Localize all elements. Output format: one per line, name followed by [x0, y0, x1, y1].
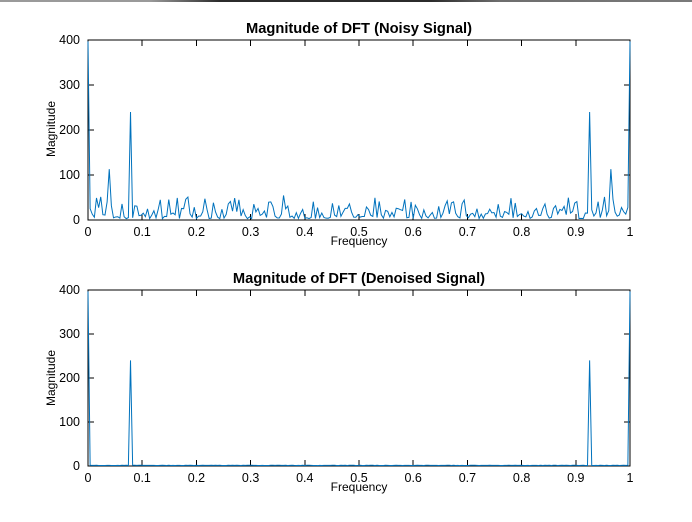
svg-text:0.3: 0.3 — [242, 471, 259, 485]
svg-text:1: 1 — [627, 225, 634, 239]
svg-text:1: 1 — [627, 471, 634, 485]
svg-text:0.9: 0.9 — [567, 225, 584, 239]
svg-text:0.6: 0.6 — [405, 471, 422, 485]
svg-text:0.8: 0.8 — [513, 225, 530, 239]
svg-text:0.8: 0.8 — [513, 471, 530, 485]
svg-text:400: 400 — [59, 33, 80, 47]
svg-text:0: 0 — [85, 471, 92, 485]
svg-text:400: 400 — [59, 283, 80, 297]
svg-text:0.5: 0.5 — [350, 225, 367, 239]
svg-text:0.4: 0.4 — [296, 225, 313, 239]
svg-text:0: 0 — [85, 225, 92, 239]
svg-text:0.1: 0.1 — [134, 225, 151, 239]
svg-text:100: 100 — [59, 415, 80, 429]
svg-text:0.3: 0.3 — [242, 225, 259, 239]
svg-text:0.6: 0.6 — [405, 225, 422, 239]
svg-text:0: 0 — [73, 213, 80, 227]
svg-text:200: 200 — [59, 123, 80, 137]
svg-text:0.7: 0.7 — [459, 471, 476, 485]
svg-text:0.2: 0.2 — [188, 471, 205, 485]
svg-text:200: 200 — [59, 371, 80, 385]
svg-text:0.7: 0.7 — [459, 225, 476, 239]
svg-text:0.9: 0.9 — [567, 471, 584, 485]
svg-text:100: 100 — [59, 168, 80, 182]
svg-text:0.4: 0.4 — [296, 471, 313, 485]
svg-text:0: 0 — [73, 459, 80, 473]
svg-text:300: 300 — [59, 327, 80, 341]
svg-text:0.2: 0.2 — [188, 225, 205, 239]
svg-text:300: 300 — [59, 78, 80, 92]
svg-text:0.5: 0.5 — [350, 471, 367, 485]
svg-text:0.1: 0.1 — [134, 471, 151, 485]
